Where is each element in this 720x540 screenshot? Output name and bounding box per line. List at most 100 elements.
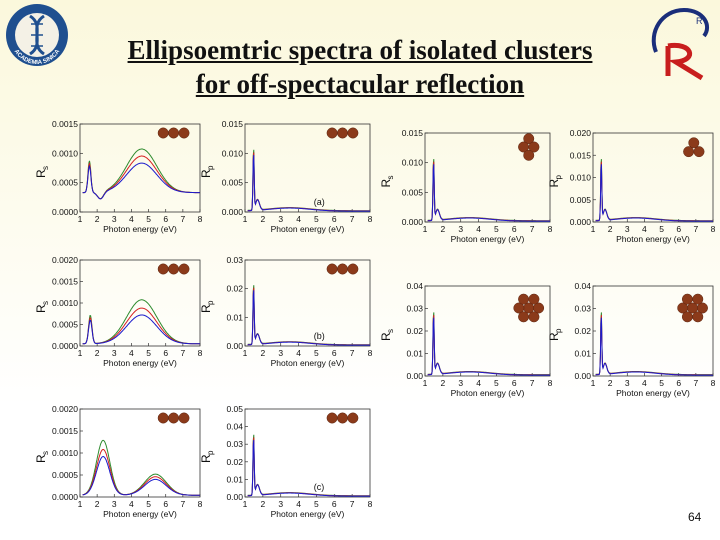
x-tick-label: 5	[146, 499, 151, 509]
x-tick-label: 3	[278, 348, 283, 358]
x-tick-label: 3	[278, 214, 283, 224]
y-tick-label: 0.03	[406, 304, 423, 314]
series-red-line	[247, 437, 370, 497]
x-tick-label: 1	[78, 214, 83, 224]
x-tick-label: 6	[163, 499, 168, 509]
x-tick-label: 8	[198, 499, 203, 509]
x-tick-label: 1	[243, 499, 248, 509]
x-tick-label: 3	[112, 499, 117, 509]
cluster-atom	[157, 263, 169, 275]
y-axis-subscript: p	[206, 450, 215, 455]
plot-frame	[424, 132, 551, 223]
x-tick-label: 5	[314, 499, 319, 509]
x-axis-label: Photon energy (eV)	[451, 388, 525, 398]
plot-frame	[79, 123, 201, 213]
cluster-atom	[337, 127, 348, 139]
x-tick-label: 4	[129, 214, 134, 224]
x-axis-label: Photon energy (eV)	[103, 509, 177, 519]
cluster-atom	[168, 412, 180, 424]
x-tick-label: 1	[423, 378, 428, 388]
plot-frame	[244, 123, 371, 213]
cluster-atom	[528, 141, 540, 153]
series-green-line	[595, 312, 713, 376]
cluster-atom	[157, 412, 169, 424]
y-axis-subscript: p	[554, 175, 563, 180]
x-axis-label: Photon energy (eV)	[271, 509, 345, 519]
cluster-atom	[337, 412, 348, 424]
x-tick-label: 2	[260, 348, 265, 358]
x-tick-label: 6	[332, 499, 337, 509]
cluster-atom	[347, 127, 359, 139]
x-tick-label: 2	[608, 224, 613, 234]
cluster-atom	[157, 127, 169, 139]
series-red-line	[595, 314, 713, 376]
y-tick-label: 0.010	[402, 158, 424, 168]
x-tick-label: 3	[458, 224, 463, 234]
cluster-atom	[688, 137, 700, 149]
y-tick-label: 0.0000	[52, 492, 78, 502]
x-tick-label: 4	[296, 499, 301, 509]
academia-sinica-logo: ACADEMIA SINICA	[6, 4, 68, 66]
logo-letter: R	[696, 16, 703, 26]
x-tick-label: 4	[642, 224, 647, 234]
series-blue-line	[82, 162, 200, 200]
x-tick-label: 5	[146, 348, 151, 358]
series-blue-line	[595, 317, 713, 376]
cluster-atom	[168, 127, 180, 139]
series-red-line	[595, 161, 713, 222]
panel-label: (b)	[314, 331, 325, 341]
x-tick-label: 3	[458, 378, 463, 388]
y-tick-label: 0.00	[226, 492, 243, 502]
x-axis-label: Photon energy (eV)	[271, 224, 345, 234]
y-tick-label: 0.010	[222, 148, 244, 158]
x-tick-label: 4	[296, 348, 301, 358]
x-axis-label: Photon energy (eV)	[616, 388, 690, 398]
cluster-atom	[677, 302, 689, 314]
series-red-line	[427, 161, 550, 222]
cluster-atom	[528, 311, 540, 323]
p1-chart: 0.0000 0.0005 0.0010 0.0015 1 2 3 4 5 6 7 8 Photon e…	[34, 119, 203, 234]
series-blue-line	[427, 317, 550, 376]
x-tick-label: 5	[494, 378, 499, 388]
p6-chart: 0.00 0.01 0.02 0.03 1 2 3 4 5 6 7 8 Photon energy (e…	[199, 255, 373, 368]
cluster-atom	[533, 302, 545, 314]
plot-frame	[244, 259, 371, 347]
x-tick-label: 5	[314, 214, 319, 224]
cluster-atom	[518, 311, 530, 323]
y-tick-label: 0.0010	[52, 448, 78, 458]
x-tick-label: 5	[494, 224, 499, 234]
series-red-line	[247, 287, 370, 346]
x-tick-label: 8	[368, 348, 373, 358]
series-red-line	[247, 152, 370, 212]
x-tick-label: 7	[180, 348, 185, 358]
cluster-atom	[168, 263, 180, 275]
y-tick-label: 0.05	[226, 404, 243, 414]
panel-label: (c)	[314, 482, 325, 492]
y-tick-label: 0.015	[222, 119, 244, 129]
y-axis-subscript: s	[386, 329, 395, 333]
x-tick-label: 1	[591, 378, 596, 388]
y-tick-label: 0.03	[574, 304, 591, 314]
x-tick-label: 4	[476, 224, 481, 234]
y-tick-label: 0.03	[226, 439, 243, 449]
series-green-line	[247, 149, 370, 212]
x-tick-label: 3	[625, 378, 630, 388]
cluster-atom	[681, 293, 693, 305]
x-tick-label: 8	[368, 499, 373, 509]
y-axis-label: R	[199, 304, 213, 313]
p3-chart: 0.000 0.005 0.010 0.015 1 2 3 4 5 6 7 8 Photon energ…	[379, 128, 553, 244]
cluster-atom	[178, 412, 190, 424]
x-tick-label: 6	[676, 224, 681, 234]
cluster-atom	[523, 149, 535, 161]
p5-chart: 0.0000 0.0005 0.0010 0.0015 0.0020 1 2 3 4 5 6 7 8 Ph…	[34, 255, 203, 368]
y-tick-label: 0.0020	[52, 255, 78, 265]
y-tick-label: 0.0000	[52, 207, 78, 217]
x-tick-label: 7	[530, 224, 535, 234]
slide-title-line2: for off-spectacular reflection	[195, 69, 525, 99]
page-number: 64	[688, 510, 702, 524]
plot-frame	[244, 408, 371, 498]
x-tick-label: 5	[659, 224, 664, 234]
y-tick-label: 0.0015	[52, 277, 78, 287]
y-axis-label: R	[547, 179, 561, 188]
y-tick-label: 0.01	[406, 349, 423, 359]
